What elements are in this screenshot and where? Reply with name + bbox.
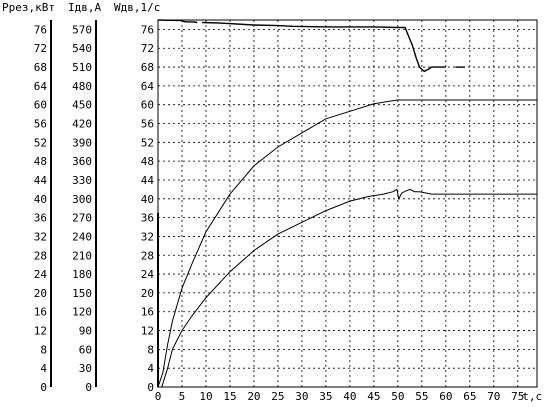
x-tick-label: 30 <box>295 390 308 403</box>
y-tick-label: 60 <box>141 99 154 112</box>
x-tick-label: 35 <box>319 390 332 403</box>
i-axis-title: Iдв,А <box>68 1 101 14</box>
y-tick-label: 24 <box>141 268 155 281</box>
y-tick-label: 4 <box>40 362 47 375</box>
y-tick-label: 90 <box>79 325 92 338</box>
y-tick-label: 20 <box>141 287 154 300</box>
y-tick-label: 270 <box>72 212 92 225</box>
y-tick-label: 76 <box>141 23 154 36</box>
x-tick-label: 65 <box>463 390 476 403</box>
w-axis-title: Wдв,1/с <box>114 1 160 14</box>
plot-frame <box>157 19 538 388</box>
y-tick-label: 0 <box>85 381 92 394</box>
x-tick-label: 10 <box>199 390 212 403</box>
x-tick-label: 75 <box>511 390 524 403</box>
series-group <box>157 19 537 388</box>
x-tick-label: 55 <box>415 390 428 403</box>
y-tick-label: 240 <box>72 230 92 243</box>
y-tick-label: 52 <box>141 136 154 149</box>
y-tick-label: 48 <box>34 155 47 168</box>
y-tick-label: 0 <box>147 381 154 394</box>
y-tick-label: 72 <box>34 42 47 55</box>
y-tick-label: 210 <box>72 249 92 262</box>
y-tick-label: 36 <box>34 212 47 225</box>
y-tick-label: 540 <box>72 42 92 55</box>
y-tick-label: 72 <box>141 42 154 55</box>
y-tick-label: 30 <box>79 362 92 375</box>
x-axis: 0 5 10 15 20 25 30 35 40 45 50 55 60 65 70 75t,с <box>155 390 542 403</box>
series-line <box>157 99 537 388</box>
y-tick-label: 300 <box>72 193 92 206</box>
y-tick-label: 16 <box>34 306 47 319</box>
x-tick-label: 40 <box>343 390 356 403</box>
y-tick-label: 52 <box>34 136 47 149</box>
y-tick-label: 48 <box>141 155 154 168</box>
x-tick-label: 70 <box>487 390 500 403</box>
y-tick-label: 12 <box>34 325 47 338</box>
y-tick-label: 4 <box>147 362 154 375</box>
y-tick-label: 40 <box>34 193 47 206</box>
y-tick-label: 20 <box>34 287 47 300</box>
x-tick-label: 0 <box>155 390 162 403</box>
x-tick-label: 25 <box>271 390 284 403</box>
x-tick-label: 5 <box>179 390 186 403</box>
y-tick-label: 60 <box>34 99 47 112</box>
grid <box>158 20 537 387</box>
y-tick-label: 510 <box>72 61 92 74</box>
p-axis-title: Ррез,кВт <box>2 1 55 14</box>
y-tick-label: 450 <box>72 99 92 112</box>
x-tick-label: 50 <box>391 390 404 403</box>
y-axis-labels: 7672686460565248444036322824201612840570… <box>34 23 155 394</box>
y-tick-label: 12 <box>141 325 154 338</box>
y-tick-label: 44 <box>141 174 155 187</box>
y-tick-label: 150 <box>72 287 92 300</box>
y-axis-bars <box>50 20 97 387</box>
y-tick-label: 36 <box>141 212 154 225</box>
series-line <box>202 21 446 73</box>
y-tick-label: 28 <box>141 249 154 262</box>
y-tick-label: 330 <box>72 174 92 187</box>
y-tick-label: 60 <box>79 343 92 356</box>
x-axis-label: t,с <box>522 390 542 403</box>
y-tick-label: 24 <box>34 268 48 281</box>
x-tick-label: 15 <box>223 390 236 403</box>
y-tick-label: 570 <box>72 23 92 36</box>
y-tick-label: 390 <box>72 136 92 149</box>
y-tick-label: 360 <box>72 155 92 168</box>
y-tick-label: 64 <box>34 80 48 93</box>
series-line <box>161 188 537 388</box>
y-tick-label: 32 <box>34 230 47 243</box>
y-tick-label: 76 <box>34 23 47 36</box>
y-tick-label: 0 <box>40 381 47 394</box>
series-line <box>157 19 198 24</box>
y-tick-label: 120 <box>72 306 92 319</box>
y-tick-label: 180 <box>72 268 92 281</box>
y-tick-label: 480 <box>72 80 92 93</box>
y-tick-label: 56 <box>34 118 47 131</box>
y-tick-label: 32 <box>141 230 154 243</box>
y-tick-label: 8 <box>40 343 47 356</box>
y-tick-label: 8 <box>147 343 154 356</box>
y-tick-label: 44 <box>34 174 48 187</box>
y-tick-label: 68 <box>34 61 47 74</box>
y-tick-label: 16 <box>141 306 154 319</box>
x-tick-label: 20 <box>247 390 260 403</box>
x-tick-label: 45 <box>367 390 380 403</box>
y-tick-label: 68 <box>141 61 154 74</box>
x-tick-label: 60 <box>439 390 452 403</box>
y-tick-label: 56 <box>141 118 154 131</box>
y-tick-label: 420 <box>72 118 92 131</box>
y-tick-label: 64 <box>141 80 155 93</box>
y-tick-label: 28 <box>34 249 47 262</box>
y-tick-label: 40 <box>141 193 154 206</box>
